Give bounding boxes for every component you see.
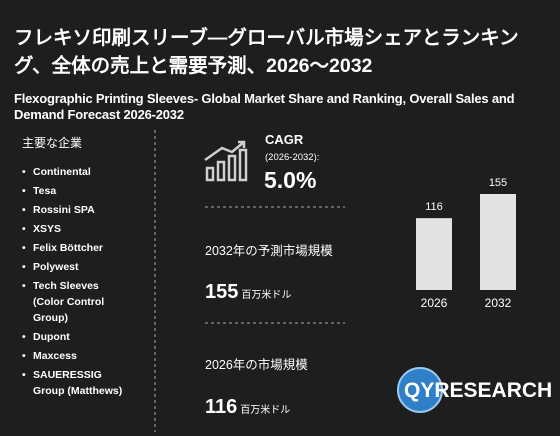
company: SAUERESSIG Group (Matthews) xyxy=(22,367,128,399)
bar xyxy=(480,194,516,290)
cagr-label: CAGR xyxy=(265,132,304,147)
company: Felix Böttcher xyxy=(22,240,128,256)
logo: QYRESEARCH xyxy=(397,367,552,413)
current-figure: 116 百万米ドル xyxy=(205,396,290,419)
forecast-label: 2032年の予測市場規模 xyxy=(205,244,333,258)
company: Continental xyxy=(22,164,128,180)
subtitle: Flexographic Printing Sleeves- Global Ma… xyxy=(14,91,515,122)
value-label: 116 xyxy=(425,201,443,213)
value-label: 155 xyxy=(489,177,507,189)
growth-icon xyxy=(204,140,248,182)
cagr-period: (2026-2032): xyxy=(265,152,320,163)
current-label: 2026年の市場規模 xyxy=(205,358,308,372)
company-list: Continental Tesa Rossini SPA XSYS Felix Bött… xyxy=(22,164,137,402)
forecast-value: 155 xyxy=(205,281,239,303)
company: Tech Sleeves (Color Control Group) xyxy=(22,278,128,326)
unit: 百万米ドル xyxy=(241,290,292,301)
company: Tesa xyxy=(22,183,128,199)
company: Polywest xyxy=(22,259,128,275)
company: Dupont xyxy=(22,329,128,345)
company: XSYS xyxy=(22,221,128,237)
logo-text: QYRESEARCH xyxy=(404,379,552,402)
current-value: 116 xyxy=(205,396,238,418)
forecast-figure: 155 百万米ドル xyxy=(205,281,291,304)
title: フレキソ印刷スリーブ―グローバル市場シェアとランキング、全体の売上と需要予測、2… xyxy=(14,27,519,77)
company: Rossini SPA xyxy=(22,202,128,218)
category-label: 2032 xyxy=(485,296,512,310)
company: Maxcess xyxy=(22,348,128,364)
unit: 百万米ドル xyxy=(240,405,291,416)
category-label: 2026 xyxy=(421,296,448,310)
bar xyxy=(416,218,452,290)
cagr-value: 5.0% xyxy=(264,167,317,193)
companies-heading: 主要な企業 xyxy=(22,136,83,150)
